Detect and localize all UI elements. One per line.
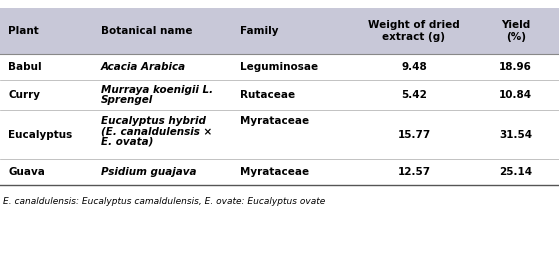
Text: (E. canaldulensis ×: (E. canaldulensis × [101,126,212,136]
Text: 18.96: 18.96 [499,62,532,72]
Text: Rutaceae: Rutaceae [240,90,296,100]
Text: E. ovata): E. ovata) [101,136,153,146]
Text: Acacia Arabica: Acacia Arabica [101,62,186,72]
Text: Sprengel: Sprengel [101,95,153,105]
Text: Psidium guajava: Psidium guajava [101,167,196,177]
Text: Leguminosae: Leguminosae [240,62,319,72]
Text: 25.14: 25.14 [499,167,532,177]
Text: 9.48: 9.48 [401,62,427,72]
Text: Guava: Guava [8,167,45,177]
Text: Myrataceae: Myrataceae [240,116,310,126]
Text: 12.57: 12.57 [397,167,430,177]
Text: Weight of dried
extract (g): Weight of dried extract (g) [368,20,460,42]
Text: E. canaldulensis: Eucalyptus camaldulensis, E. ovate: Eucalyptus ovate: E. canaldulensis: Eucalyptus camaldulens… [3,197,325,206]
Text: 31.54: 31.54 [499,130,532,140]
Text: Murraya koenigii L.: Murraya koenigii L. [101,85,213,95]
Text: Curry: Curry [8,90,40,100]
Text: Botanical name: Botanical name [101,26,192,36]
Text: Myrataceae: Myrataceae [240,167,310,177]
Text: Eucalyptus: Eucalyptus [8,130,73,140]
Text: Family: Family [240,26,279,36]
Text: Plant: Plant [8,26,39,36]
Text: Eucalyptus hybrid: Eucalyptus hybrid [101,116,206,126]
Text: 5.42: 5.42 [401,90,427,100]
Text: Yield
(%): Yield (%) [501,20,530,42]
Text: 10.84: 10.84 [499,90,532,100]
Bar [0,8,559,54]
Text: 15.77: 15.77 [397,130,430,140]
Text: Babul: Babul [8,62,42,72]
